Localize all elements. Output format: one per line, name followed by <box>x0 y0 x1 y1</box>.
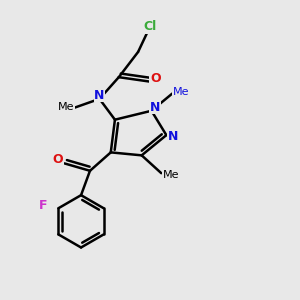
Text: Me: Me <box>163 170 179 180</box>
Text: F: F <box>39 199 48 212</box>
Text: N: N <box>150 101 160 114</box>
Text: Me: Me <box>173 87 190 97</box>
Text: N: N <box>94 89 105 102</box>
Text: Cl: Cl <box>143 20 157 33</box>
Text: N: N <box>168 130 178 143</box>
Text: O: O <box>150 72 161 85</box>
Text: O: O <box>52 153 63 166</box>
Text: Me: Me <box>58 102 74 112</box>
